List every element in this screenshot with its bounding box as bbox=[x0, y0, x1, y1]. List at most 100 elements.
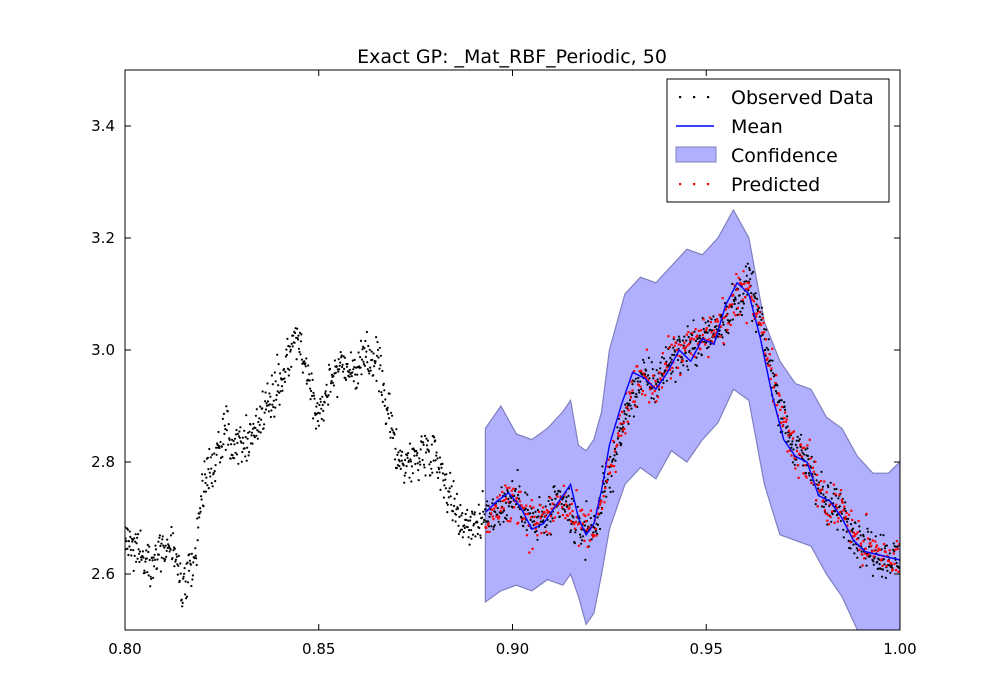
observed-point bbox=[809, 479, 812, 482]
predicted-point bbox=[556, 495, 559, 498]
observed-point bbox=[374, 360, 377, 363]
predicted-point bbox=[654, 379, 657, 383]
observed-point bbox=[357, 351, 360, 354]
predicted-point bbox=[512, 487, 515, 490]
observed-point bbox=[496, 513, 499, 516]
observed-point bbox=[646, 383, 649, 386]
observed-point bbox=[707, 345, 710, 349]
observed-point bbox=[310, 389, 313, 393]
observed-point bbox=[339, 351, 342, 354]
predicted-point bbox=[525, 504, 528, 507]
observed-point bbox=[383, 389, 386, 392]
observed-point bbox=[565, 500, 568, 503]
predicted-point bbox=[690, 337, 693, 340]
observed-point bbox=[769, 359, 772, 362]
observed-point bbox=[457, 532, 460, 536]
observed-point bbox=[556, 492, 559, 495]
observed-point bbox=[383, 404, 386, 407]
predicted-point bbox=[746, 281, 749, 284]
observed-point bbox=[737, 302, 740, 305]
observed-point bbox=[401, 450, 404, 453]
observed-point bbox=[499, 523, 502, 526]
observed-point bbox=[743, 280, 746, 283]
predicted-point bbox=[849, 541, 852, 544]
observed-point bbox=[207, 487, 210, 490]
observed-point bbox=[443, 484, 446, 487]
predicted-point bbox=[547, 510, 550, 513]
observed-point bbox=[500, 486, 503, 489]
predicted-point bbox=[565, 503, 568, 506]
legend-marker bbox=[707, 96, 710, 99]
observed-point bbox=[524, 507, 527, 510]
observed-point bbox=[362, 363, 365, 366]
observed-point bbox=[288, 345, 291, 348]
predicted-point bbox=[789, 432, 792, 435]
observed-point bbox=[134, 533, 137, 536]
observed-point bbox=[289, 348, 292, 351]
observed-point bbox=[145, 557, 148, 560]
observed-point bbox=[175, 553, 178, 556]
observed-point bbox=[859, 534, 862, 537]
predicted-point bbox=[875, 544, 878, 547]
mean-line bbox=[484, 281, 900, 561]
observed-point bbox=[206, 484, 209, 487]
predicted-point bbox=[815, 473, 819, 476]
predicted-layer bbox=[484, 270, 900, 573]
predicted-point bbox=[779, 408, 782, 411]
observed-point bbox=[492, 528, 495, 531]
predicted-point bbox=[716, 318, 719, 321]
observed-point bbox=[799, 445, 802, 448]
predicted-point bbox=[823, 509, 827, 512]
predicted-point bbox=[587, 513, 590, 516]
observed-point bbox=[733, 300, 736, 303]
observed-point bbox=[329, 382, 333, 385]
observed-point bbox=[154, 544, 157, 547]
predicted-point bbox=[681, 360, 684, 363]
observed-point bbox=[313, 397, 316, 400]
observed-point bbox=[550, 498, 554, 501]
observed-point bbox=[199, 510, 202, 513]
predicted-point bbox=[799, 443, 803, 446]
predicted-point bbox=[657, 385, 660, 388]
predicted-point bbox=[832, 483, 835, 486]
predicted-point bbox=[641, 393, 644, 396]
predicted-point bbox=[771, 347, 774, 350]
observed-point bbox=[739, 310, 742, 313]
predicted-point bbox=[708, 338, 711, 341]
observed-point bbox=[471, 512, 474, 515]
observed-point bbox=[422, 441, 425, 444]
observed-point bbox=[295, 358, 298, 361]
observed-point bbox=[700, 354, 703, 357]
predicted-point bbox=[486, 523, 489, 527]
predicted-point bbox=[734, 314, 737, 317]
observed-point bbox=[674, 380, 677, 383]
observed-point bbox=[459, 503, 462, 507]
predicted-point bbox=[750, 295, 753, 298]
predicted-point bbox=[738, 313, 741, 316]
observed-point bbox=[277, 384, 280, 387]
observed-point bbox=[230, 443, 233, 446]
observed-point bbox=[132, 569, 135, 573]
predicted-point bbox=[502, 499, 505, 502]
predicted-point bbox=[757, 321, 760, 324]
predicted-point bbox=[756, 305, 759, 308]
predicted-point bbox=[507, 500, 510, 503]
observed-point bbox=[741, 307, 744, 310]
predicted-point bbox=[751, 298, 754, 301]
observed-point bbox=[871, 574, 875, 578]
observed-point bbox=[270, 374, 273, 377]
observed-point bbox=[424, 474, 427, 477]
predicted-point bbox=[886, 554, 889, 557]
observed-point bbox=[391, 436, 395, 440]
observed-point bbox=[725, 305, 729, 308]
observed-point bbox=[399, 467, 402, 470]
observed-point bbox=[640, 388, 643, 391]
predicted-point bbox=[879, 548, 882, 551]
observed-point bbox=[583, 524, 587, 527]
predicted-point bbox=[816, 505, 819, 508]
observed-point bbox=[748, 268, 751, 272]
predicted-point bbox=[529, 505, 532, 508]
predicted-point bbox=[537, 510, 541, 513]
predicted-point bbox=[744, 296, 747, 299]
